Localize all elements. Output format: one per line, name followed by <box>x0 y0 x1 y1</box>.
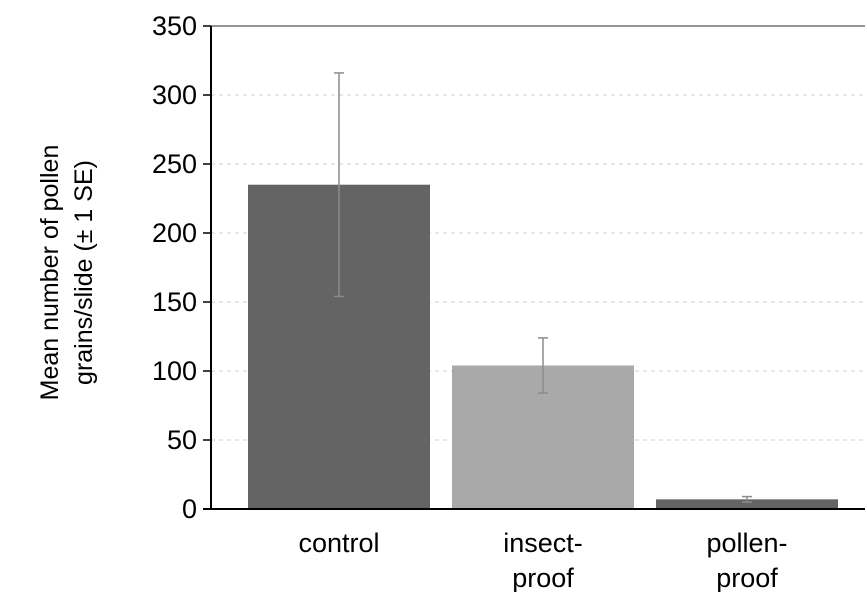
x-category-label: pollen-proof <box>706 528 787 592</box>
axes <box>203 25 865 510</box>
y-tick-label: 100 <box>152 356 197 386</box>
error-bars <box>334 72 752 503</box>
x-category-label: control <box>298 528 379 558</box>
error-bar <box>334 72 344 298</box>
y-tick-label: 50 <box>167 425 197 455</box>
grid <box>211 94 865 441</box>
y-tick-label: 200 <box>152 218 197 248</box>
bar-pollen-proof <box>656 499 838 509</box>
error-bar <box>538 337 548 394</box>
y-tick-label: 300 <box>152 80 197 110</box>
y-tick-labels: 0 50 100 150 200 250 300 350 <box>152 11 197 524</box>
y-tick-label: 150 <box>152 287 197 317</box>
x-category-labels: control insect-proof pollen-proof <box>298 528 787 593</box>
y-tick-label: 350 <box>152 11 197 41</box>
y-axis-label: Mean number of pollen grains/slide (± 1 S… <box>36 145 98 401</box>
x-category-label: insect-proof <box>503 528 583 592</box>
y-tick-label: 0 <box>182 494 197 524</box>
y-tick-label: 250 <box>152 149 197 179</box>
error-bar <box>742 495 752 503</box>
